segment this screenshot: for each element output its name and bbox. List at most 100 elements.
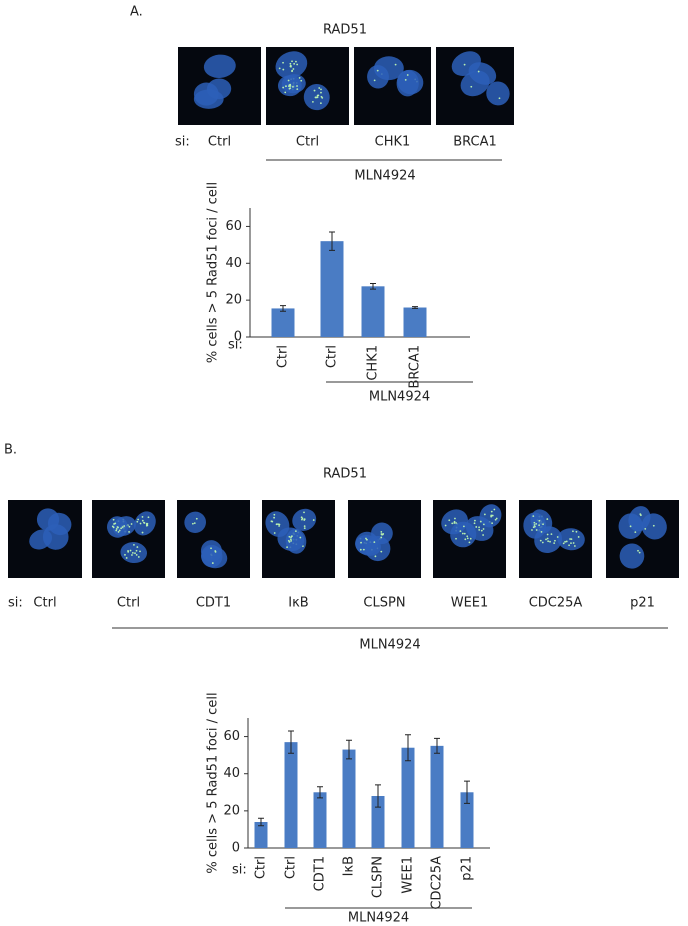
focus [639,513,642,516]
si-label: si: [228,338,243,353]
error-bar [346,739,352,760]
y-tick-label: 60 [225,219,242,234]
focus [319,102,322,105]
focus [380,533,383,535]
focus [289,64,292,67]
focus [490,510,493,513]
x-tick-label: Ctrl [325,345,340,368]
bar [371,796,385,848]
focus [556,536,559,538]
image-label: p21 [630,596,655,611]
focus [314,96,317,99]
focus [300,516,303,519]
focus [547,540,550,543]
micrograph [92,500,165,578]
focus [289,538,292,541]
focus [475,526,478,528]
focus [570,538,573,541]
focus [195,517,198,520]
focus [546,518,549,520]
focus [127,550,130,553]
error-bar [434,737,440,754]
focus [117,531,120,533]
micrograph [266,47,349,125]
focus [498,97,501,100]
focus [312,519,315,521]
micrograph [348,500,421,578]
focus [479,520,482,523]
bar [430,745,444,848]
focus [569,538,571,540]
focus [312,100,314,103]
focus [313,89,316,92]
focus [538,524,541,527]
focus [128,531,130,533]
focus [295,60,297,63]
focus [463,63,466,66]
focus [193,522,196,524]
focus [468,541,471,544]
focus [455,522,457,524]
error-bar [329,231,335,251]
focus [637,549,639,552]
focus [570,542,572,545]
focus [146,524,149,527]
focus [316,96,319,99]
focus [490,514,493,517]
error-bar [258,817,264,827]
focus [121,526,124,529]
focus [553,542,556,545]
focus [562,542,565,545]
focus [136,546,139,548]
x-tick-label: p21 [460,856,475,881]
focus [454,517,456,520]
focus [575,530,578,533]
focus [141,531,144,534]
focus [320,91,322,94]
focus [531,529,533,531]
nucleus [396,70,419,97]
focus [564,540,566,543]
focus [491,522,493,525]
y-axis-label: % cells > 5 Rad51 foci / cell [206,182,221,363]
y-tick-label: 20 [225,293,242,308]
focus [294,530,297,533]
bar [460,792,474,848]
focus [123,525,126,527]
focus [130,523,133,525]
micrograph [178,47,261,125]
focus [362,548,365,551]
focus [273,516,276,519]
focus [554,539,556,542]
nucleus [355,534,381,556]
focus [115,529,118,532]
focus [464,538,467,541]
focus [549,540,551,543]
micrograph [177,500,250,578]
focus [568,544,570,547]
x-tick-label: CLSPN [371,856,386,898]
stain-label: RAD51 [323,467,367,482]
focus [453,520,456,523]
nucleus [619,543,645,569]
focus [134,552,136,555]
focus [466,537,469,540]
image-background [92,500,165,578]
focus [282,68,285,71]
treatment-label: MLN4924 [359,638,420,653]
nucleus [486,81,510,106]
image-label: Ctrl [33,596,56,611]
focus [288,85,290,88]
focus [291,60,293,63]
focus [539,539,542,542]
focus [214,550,217,553]
nucleus [200,540,222,562]
y-tick-label: 40 [225,256,242,271]
focus [112,518,115,521]
focus [129,549,132,552]
focus [291,70,293,73]
focus [444,524,447,527]
y-tick-label: 0 [234,330,242,345]
focus [482,528,485,530]
focus [286,546,288,549]
